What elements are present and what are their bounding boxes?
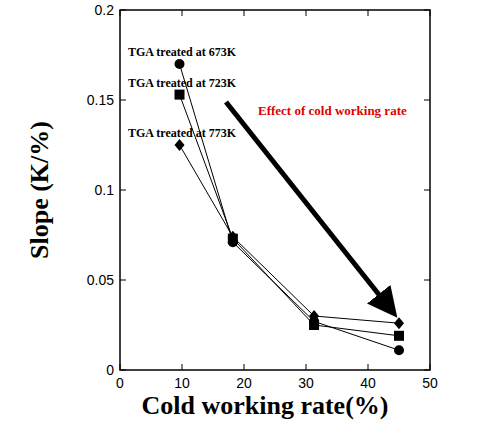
- x-tick: [120, 10, 121, 16]
- y-tick: [120, 370, 126, 371]
- x-tick: [182, 10, 183, 16]
- x-tick-label: 20: [236, 375, 252, 391]
- x-tick: [368, 364, 369, 370]
- chart: 0 10 20 30 40 50 0 0.05 0.1 0.15 0.2 Cold working r…: [0, 0, 503, 425]
- x-tick: [430, 10, 431, 16]
- x-tick-label: 50: [422, 375, 438, 391]
- point: [394, 345, 404, 355]
- y-tick: [424, 370, 430, 371]
- point: [175, 139, 185, 151]
- annotation-arrow: [226, 102, 388, 306]
- point: [394, 331, 404, 341]
- x-tick: [430, 364, 431, 370]
- y-tick: [424, 100, 430, 101]
- x-tick: [182, 364, 183, 370]
- y-tick-label: 0.1: [95, 182, 115, 198]
- y-tick-label: 0: [106, 362, 114, 378]
- plot-frame: [120, 10, 430, 370]
- x-axis-label: Cold working rate(%): [142, 391, 389, 420]
- series-line: [180, 145, 399, 323]
- x-tick: [368, 10, 369, 16]
- y-tick-label: 0.15: [87, 92, 114, 108]
- x-tick: [306, 364, 307, 370]
- series-label: TGA treated at 773K: [128, 126, 237, 140]
- x-tick-label: 0: [116, 375, 124, 391]
- point: [228, 231, 238, 243]
- point: [175, 90, 185, 100]
- x-tick: [306, 10, 307, 16]
- series-label: TGA treated at 723K: [128, 76, 237, 90]
- x-tick-label: 10: [174, 375, 190, 391]
- x-tick: [120, 364, 121, 370]
- y-tick: [424, 190, 430, 191]
- x-tick: [244, 10, 245, 16]
- series-label: TGA treated at 673K: [128, 45, 237, 59]
- y-tick-label: 0.05: [87, 272, 114, 288]
- annotation: Effect of cold working rate: [258, 103, 407, 118]
- point: [309, 310, 319, 322]
- x-tick-label: 30: [298, 375, 314, 391]
- y-tick: [424, 10, 430, 11]
- point: [394, 317, 404, 329]
- y-tick: [120, 190, 126, 191]
- y-tick: [120, 280, 126, 281]
- point: [175, 59, 185, 69]
- y-tick: [120, 10, 126, 11]
- y-tick-label: 0.2: [95, 2, 115, 18]
- y-axis-label: Slope (K/%): [25, 121, 54, 259]
- y-tick: [424, 280, 430, 281]
- y-tick: [120, 100, 126, 101]
- x-tick: [244, 364, 245, 370]
- x-tick-label: 40: [360, 375, 376, 391]
